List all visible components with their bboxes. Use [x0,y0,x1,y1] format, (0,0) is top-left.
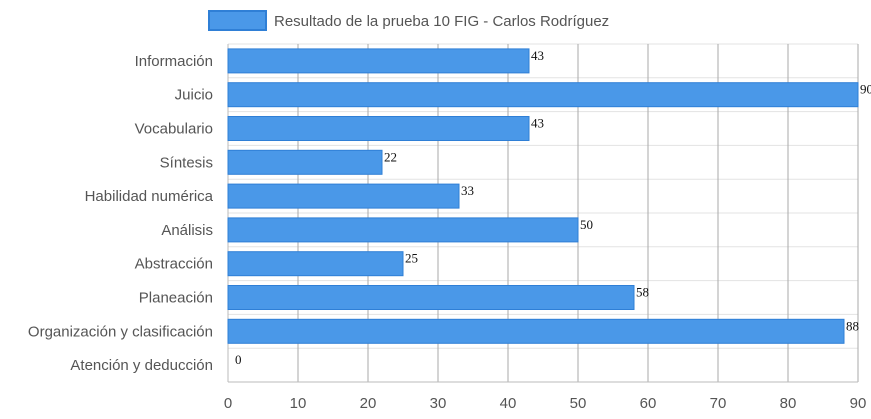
data-label: 90 [860,82,871,97]
bar[interactable] [227,251,404,277]
x-tick-label: 0 [224,395,232,412]
category-label: Planeación [139,290,213,307]
x-axis-tick-labels: 0 10 20 30 40 50 60 70 80 90 [224,395,867,412]
x-tick-label: 90 [850,395,867,412]
category-label: Síntesis [160,154,213,171]
category-label: Atención y deducción [70,357,213,374]
category-label: Juicio [175,87,213,104]
bar[interactable] [227,48,530,74]
x-tick-label: 60 [640,395,657,412]
bar[interactable] [227,318,845,344]
legend-swatch[interactable] [208,10,267,31]
data-label: 0 [235,352,242,367]
data-label: 88 [846,318,859,333]
x-tick-label: 20 [360,395,377,412]
data-label: 58 [636,285,649,300]
data-label: 43 [531,48,544,63]
bar[interactable] [227,183,460,209]
category-label: Habilidad numérica [85,188,214,205]
x-tick-label: 40 [500,395,517,412]
category-label: Organización y clasificación [28,323,213,340]
bar[interactable] [227,149,383,175]
legend[interactable]: Resultado de la prueba 10 FIG - Carlos R… [208,10,609,31]
data-label: 50 [580,217,593,232]
data-label: 43 [531,116,544,131]
category-label: Información [135,53,213,70]
bars [227,48,859,344]
x-tick-label: 30 [430,395,447,412]
data-label: 33 [461,183,474,198]
category-label: Abstracción [135,256,213,273]
bar[interactable] [227,217,579,243]
data-label: 22 [384,149,397,164]
x-tick-label: 80 [780,395,797,412]
category-labels: Información Juicio Vocabulario Síntesis Habi… [28,53,214,374]
x-tick-label: 10 [290,395,307,412]
legend-label[interactable]: Resultado de la prueba 10 FIG - Carlos R… [274,13,609,30]
data-labels: 43 90 43 22 33 50 25 58 88 0 [235,48,871,367]
category-label: Vocabulario [135,121,213,138]
data-label: 25 [405,251,418,266]
x-tick-label: 70 [710,395,727,412]
bar[interactable] [227,116,530,141]
category-label: Análisis [161,222,213,239]
bar[interactable] [227,82,859,108]
bar[interactable] [227,285,635,310]
x-tick-label: 50 [570,395,587,412]
